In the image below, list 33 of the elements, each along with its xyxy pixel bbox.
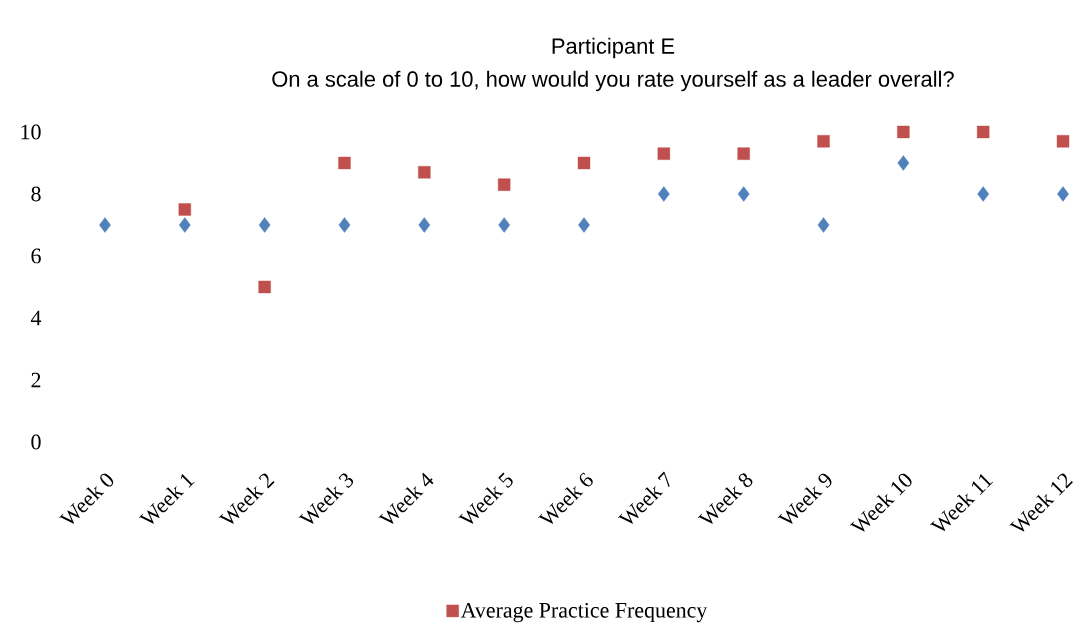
point <box>976 125 990 139</box>
legend-label: Average Practice Frequency <box>460 602 708 623</box>
point <box>577 156 591 170</box>
point <box>1056 135 1070 148</box>
point <box>418 166 431 179</box>
point <box>658 186 670 202</box>
y-tick-label: 6 <box>31 248 41 264</box>
point <box>578 217 590 233</box>
chart-title: Participant E <box>552 37 675 59</box>
point <box>418 217 431 233</box>
point <box>737 147 750 160</box>
y-tick-label: 0 <box>31 434 41 450</box>
point <box>338 156 351 170</box>
point <box>498 217 510 233</box>
point <box>817 217 830 233</box>
point <box>817 135 830 148</box>
point <box>258 217 271 233</box>
point <box>977 186 990 202</box>
point <box>657 147 671 160</box>
point <box>338 217 351 233</box>
point <box>897 125 910 139</box>
point <box>737 186 750 202</box>
y-tick-label: 2 <box>31 372 41 388</box>
point <box>178 217 191 233</box>
chart-subtitle: On a scale of 0 to 10, how would you rate yourself as a leader overall? <box>272 70 954 92</box>
point <box>497 178 511 191</box>
point <box>99 217 111 233</box>
point <box>178 203 191 216</box>
y-tick-label: 10 <box>21 124 41 140</box>
point <box>897 155 910 171</box>
y-tick-label: 4 <box>30 310 42 326</box>
y-tick-label: 8 <box>31 186 41 202</box>
point <box>258 280 271 294</box>
